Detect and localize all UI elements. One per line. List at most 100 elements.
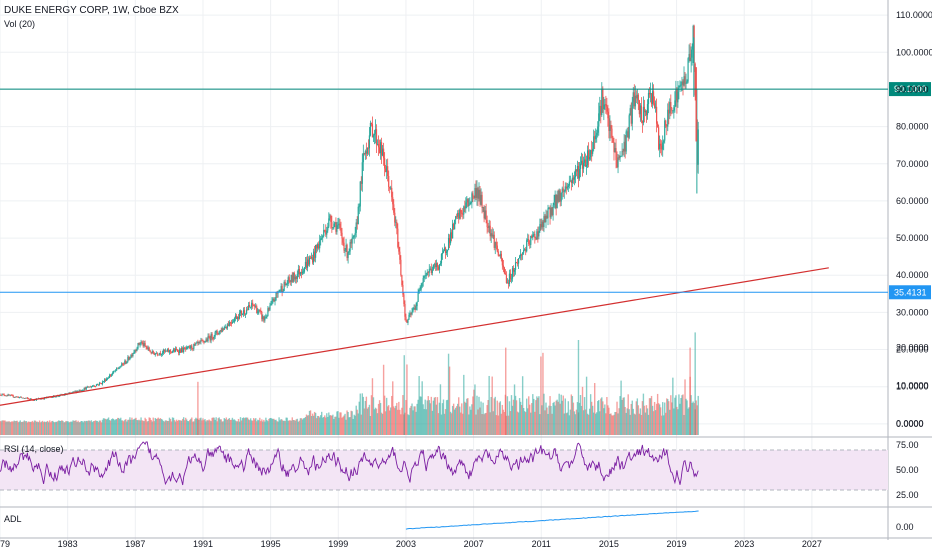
candle-body xyxy=(109,375,111,378)
volume-bar xyxy=(123,421,125,435)
candle-body xyxy=(228,322,230,326)
volume-bar xyxy=(537,397,539,435)
volume-bar xyxy=(577,340,580,435)
volume-bar xyxy=(375,408,378,435)
candle-body xyxy=(615,148,617,160)
volume-bar xyxy=(620,380,622,435)
candle-body xyxy=(199,341,201,343)
volume-bar xyxy=(166,420,169,435)
volume-bar xyxy=(406,364,408,435)
volume-bar xyxy=(377,403,380,435)
candle-body xyxy=(439,263,442,265)
candle-body xyxy=(235,315,238,320)
volume-bar xyxy=(327,416,329,435)
volume-bar xyxy=(570,394,573,435)
candle-body xyxy=(629,108,631,116)
volume-bar xyxy=(116,419,118,435)
volume-bar xyxy=(565,413,567,435)
candle-body xyxy=(177,349,179,352)
volume-bar xyxy=(182,417,185,435)
volume-bar xyxy=(345,419,347,435)
volume-bar xyxy=(679,403,681,435)
volume-bar xyxy=(393,406,395,435)
volume-bar xyxy=(350,410,352,435)
candle-body xyxy=(451,232,453,239)
candle-body xyxy=(174,348,177,352)
volume-bar xyxy=(438,402,441,435)
volume-bar xyxy=(44,422,47,435)
volume-bar xyxy=(284,421,286,435)
volume-bar xyxy=(59,421,61,435)
candle-body xyxy=(353,234,355,238)
candle-body xyxy=(521,254,523,256)
candle-body xyxy=(91,386,93,387)
candle-body xyxy=(580,160,583,164)
candle-body xyxy=(237,317,240,319)
volume-bar xyxy=(445,400,448,435)
volume-bar xyxy=(394,408,396,435)
candle-body xyxy=(98,382,101,385)
candle-body xyxy=(445,251,448,253)
candle-body xyxy=(73,391,75,393)
candle-body xyxy=(271,300,273,304)
x-tick-label: 2015 xyxy=(599,539,619,549)
volume-tick-label: 10.0000 xyxy=(896,381,929,391)
candle-body xyxy=(348,251,350,253)
volume-bar xyxy=(74,420,76,435)
volume-bar xyxy=(178,420,181,435)
volume-bar xyxy=(344,413,346,435)
adl-label: ADL xyxy=(4,514,22,524)
volume-bar xyxy=(192,421,194,435)
volume-bar xyxy=(106,418,109,435)
volume-bar xyxy=(650,395,653,435)
volume-bar xyxy=(107,417,110,435)
volume-bar xyxy=(332,414,334,435)
candle-body xyxy=(239,310,242,313)
candle-body xyxy=(145,345,147,348)
volume-bar xyxy=(691,402,693,435)
candle-body xyxy=(404,303,406,317)
candle-body xyxy=(599,105,601,114)
candle-body xyxy=(386,166,388,173)
volume-bar xyxy=(621,399,623,435)
volume-bar xyxy=(446,399,449,435)
volume-bar xyxy=(247,419,250,435)
volume-bar xyxy=(592,412,595,435)
candle-body xyxy=(376,144,379,145)
volume-bar xyxy=(176,420,179,435)
candle-body xyxy=(147,347,149,349)
candle-body xyxy=(473,195,475,198)
candle-body xyxy=(567,185,569,187)
candle-body xyxy=(650,93,653,105)
volume-bar xyxy=(391,395,393,435)
candle-body xyxy=(86,386,88,388)
candle-body xyxy=(81,390,83,392)
volume-bar xyxy=(506,396,509,435)
candle-body xyxy=(547,208,549,219)
volume-bar xyxy=(586,413,589,435)
grid xyxy=(0,0,888,540)
volume-bar xyxy=(76,421,78,435)
volume-bar xyxy=(441,403,444,435)
candle-body xyxy=(264,317,266,321)
volume-bar xyxy=(303,418,306,435)
candle-body xyxy=(433,264,435,265)
volume-bar xyxy=(127,419,129,435)
volume-bar xyxy=(428,400,430,435)
candle-body xyxy=(202,340,204,342)
volume-bar xyxy=(610,413,612,435)
volume-bar xyxy=(581,386,584,435)
volume-bar xyxy=(553,401,555,435)
candle-body xyxy=(383,148,385,159)
candle-body xyxy=(563,191,565,192)
volume-bar xyxy=(273,418,275,435)
candle-body xyxy=(193,343,195,349)
volume-bar xyxy=(321,411,323,435)
candle-body xyxy=(675,89,677,101)
candle-body xyxy=(2,393,4,395)
candle-body xyxy=(438,264,441,270)
candle-body xyxy=(377,144,380,148)
candle-body xyxy=(428,268,430,273)
candle-body xyxy=(412,308,414,312)
candle-body xyxy=(32,400,35,401)
